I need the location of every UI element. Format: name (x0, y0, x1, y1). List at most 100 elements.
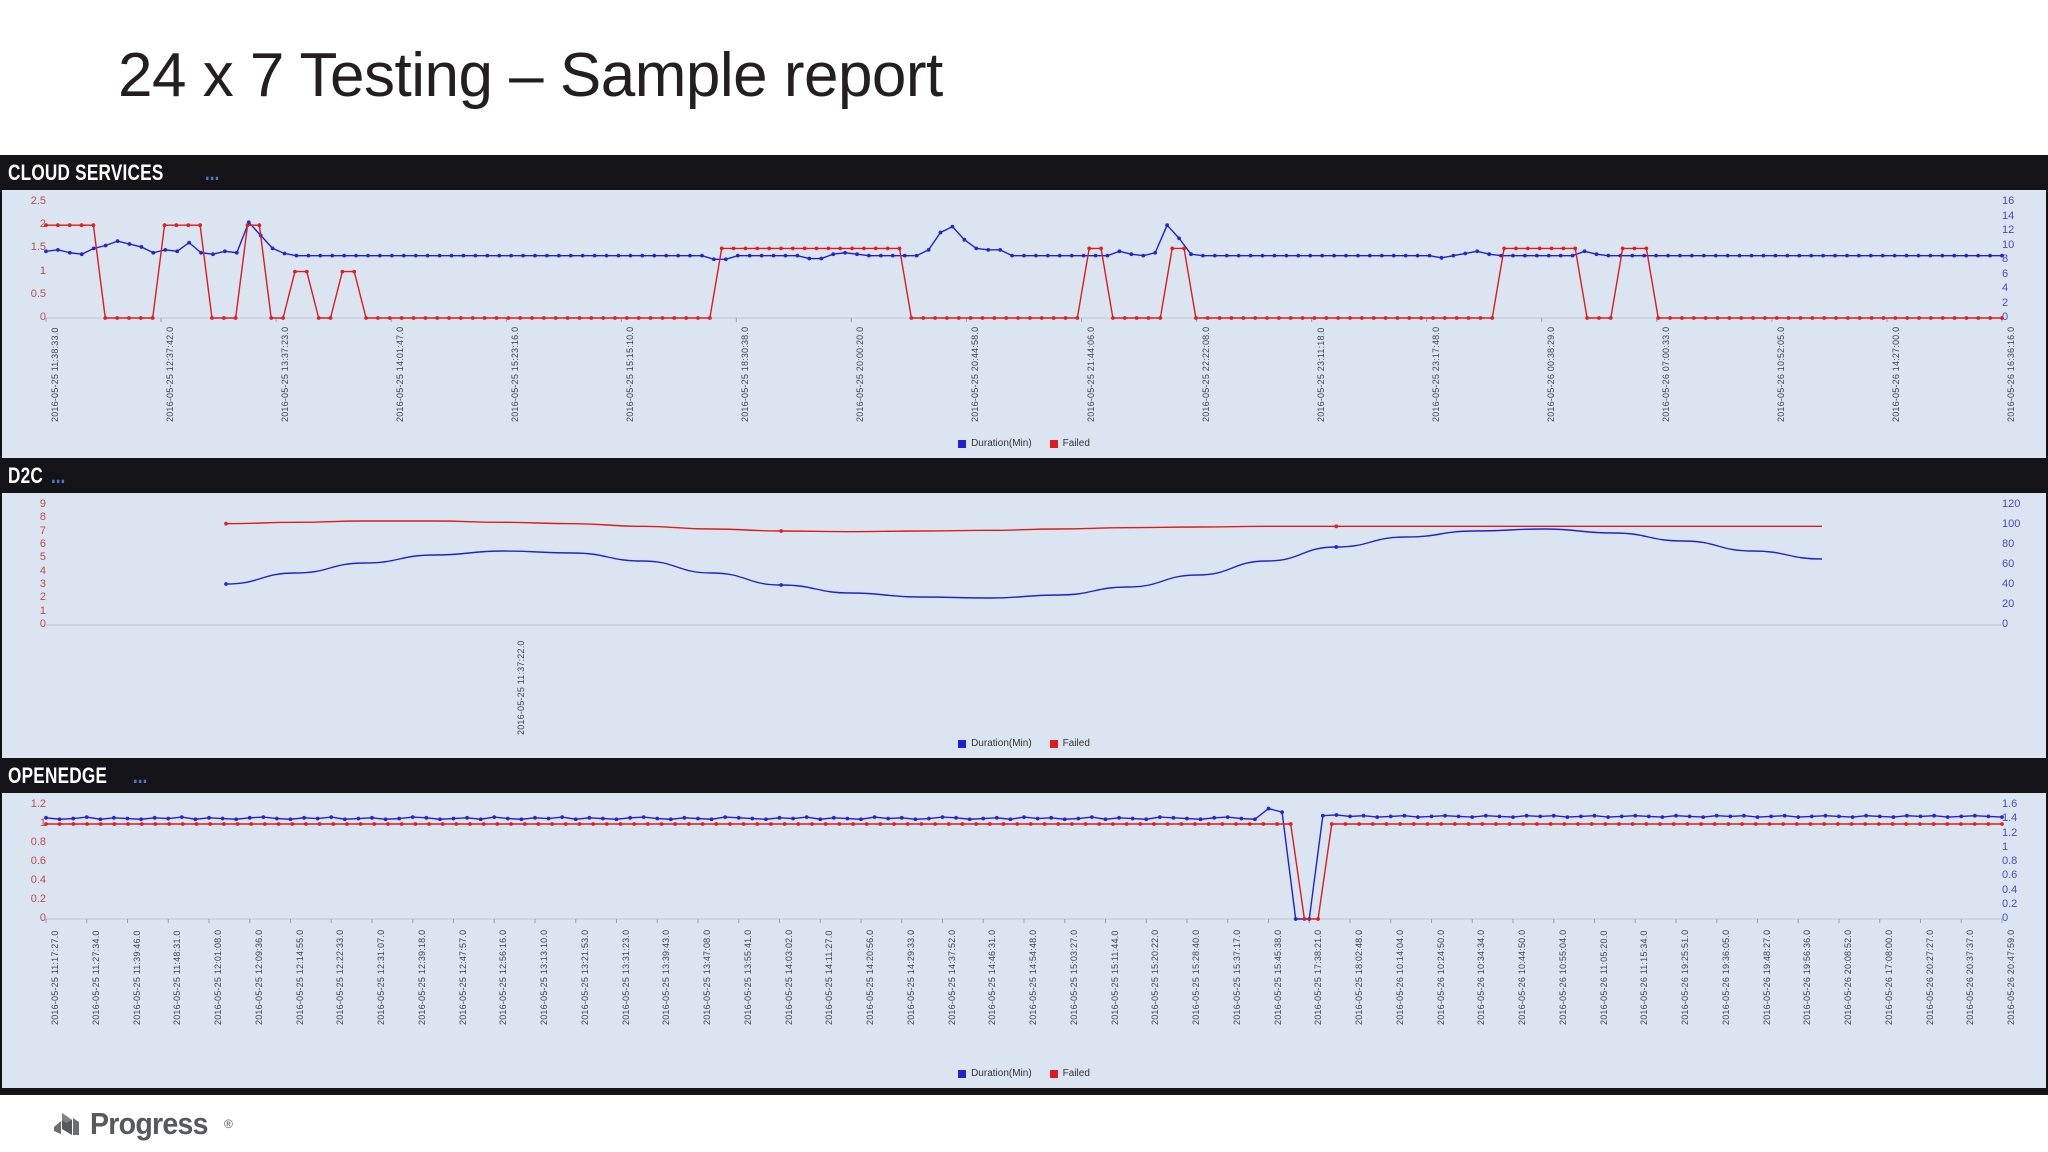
x-axis-label: 2016-05-25 12:37:42.0 (165, 326, 176, 422)
x-axis-label: 2016-05-25 12:39:18.0 (416, 929, 427, 1025)
legend-swatch-failed (1049, 439, 1058, 448)
section-header-cloud-services[interactable]: CLOUD SERVICES ... (0, 155, 2048, 190)
chart-plot-openedge (2, 793, 2046, 1088)
legend-swatch-duration (958, 739, 967, 748)
slide-footer: Progress ® 32 © 2016 Progress Software C… (0, 1095, 2048, 1152)
section-header-d2c[interactable]: D2C ... (0, 458, 2048, 493)
section-dots-cloud-services: ... (205, 159, 220, 185)
x-axis-label: 2016-05-26 10:55:04.0 (1557, 929, 1568, 1025)
x-axis-label: 2016-05-25 14:20:56.0 (865, 929, 875, 1025)
legend-label-failed: Failed (1062, 438, 1090, 449)
x-axis-label: 2016-05-25 11:39:46.0 (131, 930, 142, 1025)
x-axis-label: 2016-05-26 10:14:04.0 (1394, 929, 1405, 1025)
chart-legend-d2c: Duration(Min) Failed (2, 738, 2046, 749)
x-axis-label: 2016-05-26 11:15:34.0 (1639, 930, 1650, 1025)
x-axis-label: 2016-05-26 10:52:05.0 (1775, 326, 1786, 422)
x-axis-label: 2016-05-25 11:27:34.0 (90, 930, 101, 1025)
x-axis-label: 2016-05-26 07:00:33.0 (1660, 326, 1671, 422)
x-axis-label: 2016-05-26 10:44:50.0 (1517, 929, 1527, 1025)
x-axis-label: 2016-05-25 12:31:07.0 (376, 929, 386, 1025)
x-axis-label: 2016-05-26 20:27:27.0 (1924, 929, 1935, 1025)
legend-entry-failed: Failed (1049, 438, 1090, 449)
x-axis-label: 2016-05-26 19:25:51.0 (1680, 929, 1690, 1025)
x-axis-label: 2016-05-25 13:47:08.0 (702, 929, 712, 1025)
x-axis-label: 2016-05-25 11:17:27.0 (50, 930, 60, 1025)
x-axis-label: 2016-05-25 20:00:20.0 (855, 326, 866, 422)
x-axis-label: 2016-05-25 18:30:38.0 (740, 326, 751, 422)
x-axis-label: 2016-05-25 14:54:48.0 (1028, 929, 1038, 1025)
x-axis-label: 2016-05-25 15:03:27.0 (1068, 929, 1079, 1025)
x-axis-label: 2016-05-25 11:48:31.0 (172, 930, 183, 1025)
x-axis-label: 2016-05-25 23:17:48.0 (1430, 326, 1441, 422)
x-axis-label: 2016-05-25 15:20:22.0 (1150, 929, 1161, 1025)
legend-swatch-failed (1049, 1069, 1058, 1078)
x-axis-label: 2016-05-25 11:38:33.0 (50, 327, 60, 422)
x-axis-label: 2016-05-25 11:37:22.0 (516, 640, 526, 735)
section-title-rollbase: ROLLBASE (8, 1093, 104, 1096)
legend-label-duration: Duration(Min) (971, 738, 1032, 749)
x-axis-label: 2016-05-26 16:36:16.0 (2006, 326, 2016, 422)
section-dots-openedge: ... (133, 762, 148, 788)
x-axis-label: 2016-05-25 12:14:55.0 (294, 929, 305, 1025)
chart-legend-openedge: Duration(Min) Failed (2, 1068, 2046, 1079)
chart-plot-cloud-services (2, 190, 2046, 458)
x-axis-label: 2016-05-25 20:44:58.0 (970, 326, 981, 422)
x-axis-label: 2016-05-26 00:38:29.0 (1545, 326, 1556, 422)
x-axis-label: 2016-05-25 14:01:47.0 (395, 326, 406, 422)
x-axis-label: 2016-05-26 11:05:20.0 (1598, 930, 1609, 1025)
legend-entry-duration: Duration(Min) (958, 438, 1032, 449)
x-axis-label: 2016-05-25 14:29:33.0 (905, 929, 916, 1025)
legend-label-duration: Duration(Min) (971, 1068, 1032, 1079)
x-axis-label: 2016-05-25 12:56:16.0 (498, 929, 509, 1025)
legend-entry-failed: Failed (1049, 738, 1090, 749)
x-axis-label: 2016-05-26 14:27:00.0 (1890, 326, 1901, 422)
chart-panel-openedge[interactable]: 1.2 1 0.8 0.6 0.4 0.2 0 1.6 1.4 1.2 1 0.8 0.6 0.4 0.2… (2, 793, 2046, 1088)
x-axis-label: 2016-05-25 17:38:21.0 (1313, 929, 1324, 1025)
x-axis-label: 2016-05-26 19:48:27.0 (1761, 929, 1772, 1025)
legend-label-duration: Duration(Min) (971, 438, 1032, 449)
x-axis-label: 2016-05-26 20:08:52.0 (1843, 929, 1853, 1025)
x-axis-label: 2016-05-26 20:37:37.0 (1965, 929, 1976, 1025)
x-axis-label: 2016-05-25 12:47:57.0 (457, 929, 468, 1025)
chart-panel-cloud-services[interactable]: 2.5 2 1.5 1 0.5 0 16 14 12 10 8 6 4 2 0 2016-05-25 11… (2, 190, 2046, 458)
x-axis-label: 2016-05-26 20:47:59.0 (2006, 929, 2016, 1025)
x-axis-label: 2016-05-26 10:34:34.0 (1476, 929, 1487, 1025)
x-axis-label: 2016-05-25 13:55:41.0 (742, 929, 753, 1025)
x-axis-label: 2016-05-25 15:11:44.0 (1109, 930, 1120, 1025)
progress-logo-trademark: ® (224, 1117, 233, 1131)
section-header-rollbase[interactable]: ROLLBASE (0, 1088, 2048, 1095)
legend-swatch-failed (1049, 739, 1058, 748)
legend-label-failed: Failed (1062, 1068, 1090, 1079)
progress-logo-text: Progress (90, 1106, 208, 1141)
x-axis-label: 2016-05-25 14:46:31.0 (987, 929, 998, 1025)
x-axis-label: 2016-05-25 18:02:48.0 (1354, 929, 1364, 1025)
legend-label-failed: Failed (1062, 738, 1090, 749)
x-axis-label: 2016-05-25 13:39:43.0 (661, 929, 672, 1025)
x-axis-label: 2016-05-25 15:45:38.0 (1272, 929, 1283, 1025)
progress-logo-icon (50, 1107, 84, 1141)
x-axis-label: 2016-05-25 13:13:10.0 (539, 929, 549, 1025)
section-title-openedge: OPENEDGE (8, 762, 108, 788)
x-axis-label: 2016-05-25 13:21:53.0 (579, 929, 590, 1025)
chart-plot-d2c (2, 493, 2046, 758)
section-header-openedge[interactable]: OPENEDGE ... (0, 758, 2048, 793)
page-title: 24 x 7 Testing – Sample report (118, 41, 943, 110)
legend-swatch-duration (958, 1069, 967, 1078)
legend-swatch-duration (958, 439, 967, 448)
chart-legend-cloud-services: Duration(Min) Failed (2, 438, 2046, 449)
x-axis-label: 2016-05-25 15:15:10.0 (625, 326, 636, 422)
x-axis-label: 2016-05-25 12:22:33.0 (335, 929, 346, 1025)
x-axis-label: 2016-05-25 15:37:17.0 (1231, 929, 1242, 1025)
x-axis-label: 2016-05-25 12:09:36.0 (253, 929, 264, 1025)
x-axis-label: 2016-05-26 19:56:36.0 (1802, 929, 1813, 1025)
x-axis-label: 2016-05-26 19:36:05.0 (1720, 929, 1731, 1025)
report-container: CLOUD SERVICES ... 2.5 2 1.5 1 0.5 0 16 14 12 10… (0, 155, 2048, 1095)
x-axis-label: 2016-05-25 15:23:16.0 (510, 326, 521, 422)
section-title-cloud-services: CLOUD SERVICES (8, 159, 164, 185)
x-axis-label: 2016-05-25 14:11:27.0 (824, 930, 835, 1025)
x-axis-label: 2016-05-25 13:37:23.0 (280, 326, 291, 422)
legend-entry-duration: Duration(Min) (958, 738, 1032, 749)
legend-entry-duration: Duration(Min) (958, 1068, 1032, 1079)
